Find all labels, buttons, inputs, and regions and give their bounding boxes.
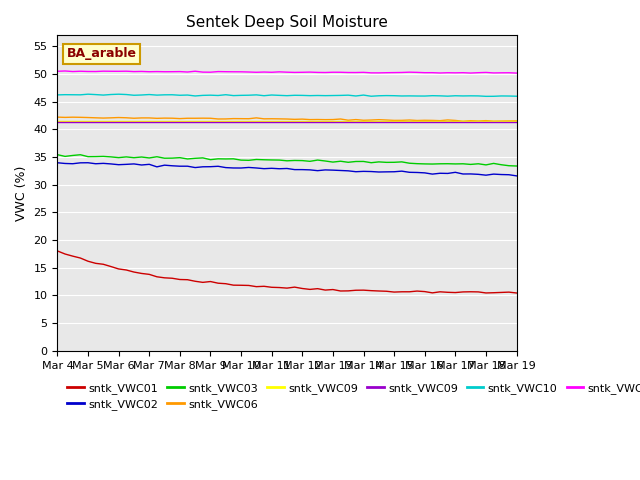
Text: BA_arable: BA_arable xyxy=(67,48,136,60)
Legend: sntk_VWC01, sntk_VWC02, sntk_VWC03, sntk_VWC06, sntk_VWC09, sntk_VWC09, sntk_VWC: sntk_VWC01, sntk_VWC02, sntk_VWC03, sntk… xyxy=(63,378,640,415)
Y-axis label: VWC (%): VWC (%) xyxy=(15,166,28,221)
Title: Sentek Deep Soil Moisture: Sentek Deep Soil Moisture xyxy=(186,15,388,30)
